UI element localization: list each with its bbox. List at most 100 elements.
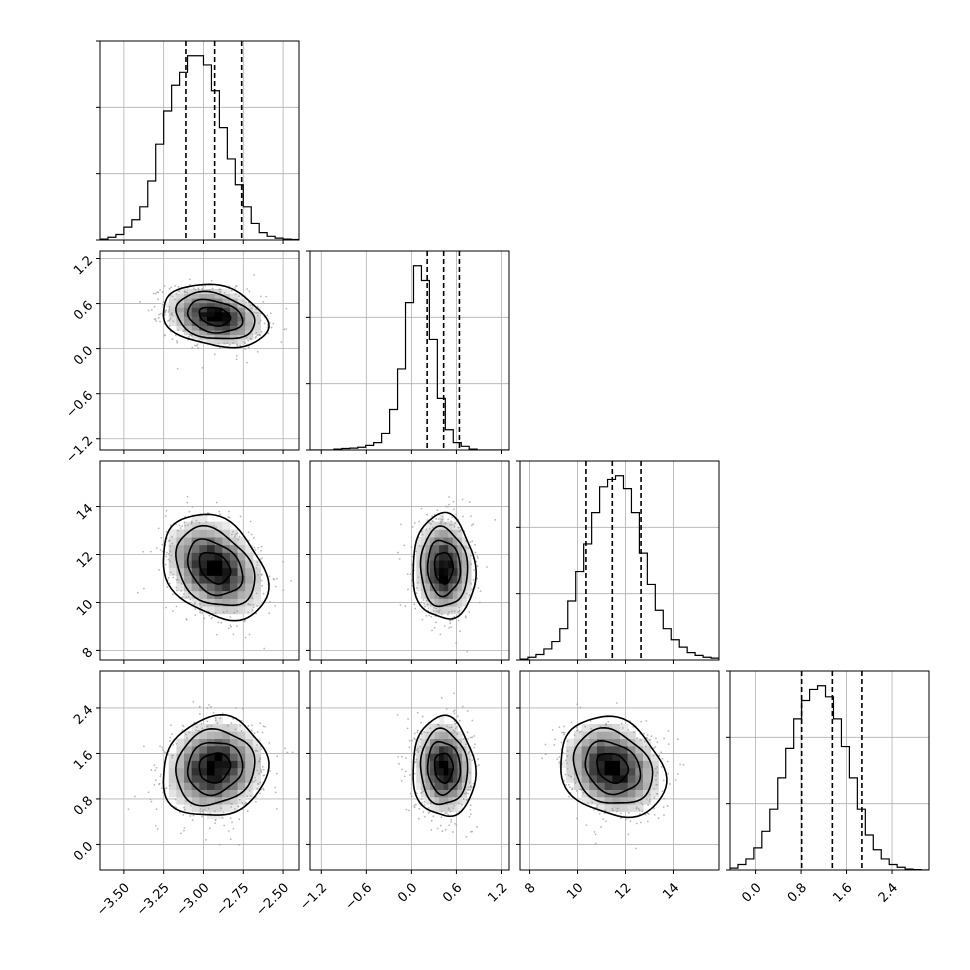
- scatter-point: [228, 343, 231, 346]
- scatter-point: [427, 607, 430, 610]
- density-cell: [627, 804, 636, 812]
- scatter-point: [186, 495, 189, 498]
- scatter-point: [598, 812, 601, 815]
- scatter-point: [423, 800, 426, 803]
- scatter-point: [253, 780, 255, 783]
- density-cell: [222, 590, 231, 599]
- density-cell: [245, 789, 254, 798]
- density-cell: [245, 311, 254, 317]
- scatter-point: [168, 784, 171, 787]
- scatter-point: [418, 807, 421, 810]
- scatter-point: [213, 524, 215, 527]
- scatter-point: [223, 291, 226, 294]
- scatter-point: [469, 554, 472, 557]
- scatter-point: [459, 528, 462, 531]
- y-tick-label: 14: [74, 501, 96, 523]
- scatter-point: [452, 807, 455, 810]
- scatter-point: [472, 782, 475, 785]
- scatter-point: [467, 752, 470, 754]
- scatter-point: [181, 525, 184, 528]
- scatter-point: [257, 311, 259, 314]
- y-tick-label: 12: [74, 549, 96, 571]
- scatter-point: [161, 543, 164, 546]
- y-tick-label: 0.0: [71, 839, 96, 864]
- scatter-point: [635, 847, 637, 850]
- scatter-point: [644, 745, 647, 748]
- density-cell: [429, 731, 436, 740]
- panel-content: [100, 41, 299, 240]
- density-cell: [429, 774, 436, 783]
- scatter-point: [229, 615, 232, 618]
- scatter-point: [453, 525, 456, 528]
- scatter-point: [468, 501, 471, 503]
- density-cell: [416, 745, 422, 754]
- density-cell: [229, 560, 239, 569]
- scatter-point: [458, 612, 461, 615]
- scatter-point: [215, 526, 218, 528]
- density-cell: [627, 796, 636, 805]
- scatter-point: [175, 293, 178, 295]
- scatter-point: [457, 610, 460, 613]
- contour-line: [175, 290, 256, 340]
- density-cell: [229, 575, 239, 584]
- scatter-point: [245, 301, 248, 304]
- density-cell: [642, 767, 652, 776]
- panel-frame: [309, 460, 510, 661]
- scatter-point: [465, 835, 468, 838]
- density-cell: [604, 753, 613, 761]
- scatter-point: [244, 348, 247, 350]
- density-cell: [237, 583, 246, 592]
- density-cell: [452, 738, 458, 747]
- scatter-point: [462, 738, 465, 740]
- scatter-point: [136, 591, 139, 594]
- scatter-point: [602, 818, 605, 821]
- scatter-point: [663, 737, 666, 740]
- scatter-point: [558, 726, 561, 729]
- scatter-point: [452, 710, 455, 713]
- scatter-point: [428, 614, 431, 617]
- density-cell: [420, 789, 426, 798]
- density-cell: [229, 293, 239, 299]
- x-tick-label: 10: [564, 880, 586, 902]
- scatter-point: [165, 555, 168, 558]
- density-cell: [168, 782, 177, 790]
- density-cell: [237, 311, 246, 317]
- density-cell: [214, 753, 223, 761]
- density-cell: [237, 774, 246, 783]
- scatter-point: [667, 729, 670, 732]
- scatter-point: [452, 500, 455, 503]
- scatter-point: [476, 555, 479, 558]
- density-cell: [581, 745, 590, 754]
- density-cell: [416, 583, 422, 592]
- density-cell: [252, 760, 261, 769]
- scatter-point: [645, 719, 648, 722]
- scatter-point: [214, 822, 217, 825]
- density-cell: [245, 583, 254, 592]
- scatter-point: [465, 546, 468, 549]
- scatter-point: [416, 586, 418, 589]
- scatter-point: [425, 528, 428, 531]
- density-cell: [416, 552, 422, 561]
- density-cell: [439, 774, 445, 783]
- scatter-point: [448, 619, 451, 622]
- scatter-point: [424, 605, 426, 608]
- density-cell: [184, 320, 193, 326]
- density-cell: [252, 320, 261, 326]
- scatter-point: [176, 367, 179, 370]
- scatter-point: [448, 627, 451, 629]
- scatter-point: [448, 824, 451, 827]
- scatter-point: [161, 291, 164, 294]
- scatter-point: [262, 300, 265, 303]
- scatter-point: [433, 626, 436, 629]
- density-cell: [199, 330, 208, 336]
- scatter-point: [473, 746, 476, 749]
- density-cell: [206, 529, 216, 538]
- scatter-point: [262, 592, 265, 595]
- scatter-point: [593, 808, 596, 811]
- scatter-point: [467, 788, 469, 791]
- x-tick-label: 2.4: [876, 880, 901, 905]
- density-cell: [619, 760, 629, 769]
- density-cell: [443, 782, 449, 790]
- x-tick-label: 0.8: [785, 880, 810, 905]
- density-cell: [434, 782, 440, 790]
